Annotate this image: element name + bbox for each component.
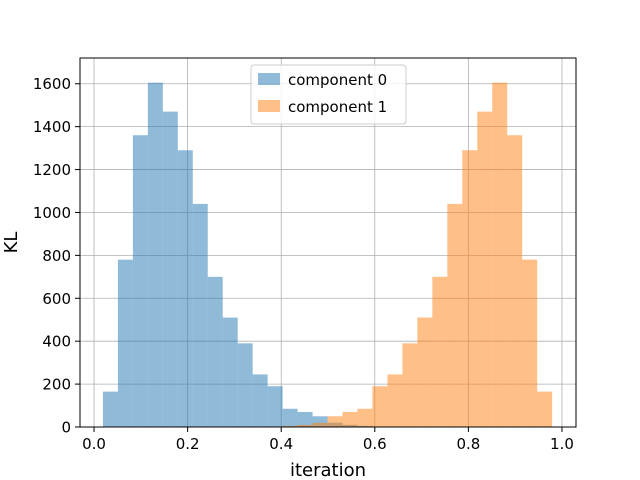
bar-component-0 <box>252 374 268 427</box>
legend-label-component-0: component 0 <box>288 71 387 89</box>
bar-component-1 <box>507 135 523 428</box>
y-tick-label: 0 <box>61 419 71 437</box>
y-tick-label: 800 <box>42 247 71 265</box>
bar-component-0 <box>282 408 298 427</box>
y-axis-ticks: 0 200 400 600 800 1000 1200 1400 1600 <box>33 75 80 437</box>
bars <box>102 82 553 428</box>
bar-component-0 <box>162 111 178 427</box>
legend: component 0 component 1 <box>250 64 407 125</box>
bar-component-1 <box>282 425 298 427</box>
bar-component-0 <box>177 150 193 427</box>
bar-component-0 <box>207 276 223 427</box>
bar-component-1 <box>312 422 328 427</box>
y-tick-label: 600 <box>42 290 71 308</box>
y-tick-label: 400 <box>42 333 71 351</box>
bar-component-1 <box>432 276 448 427</box>
bar-component-1 <box>297 424 313 427</box>
plot-frame <box>79 57 577 428</box>
legend-box <box>250 64 407 125</box>
bar-component-0 <box>147 82 163 427</box>
x-tick-label: 0.8 <box>456 435 480 453</box>
x-tick-label: 0.2 <box>176 435 200 453</box>
bar-component-1 <box>447 203 463 427</box>
bar-component-0 <box>237 343 253 427</box>
x-tick-label: 0.0 <box>82 435 106 453</box>
y-tick-label: 1400 <box>33 118 71 136</box>
bar-component-0 <box>312 416 328 427</box>
bar-component-0 <box>132 135 148 428</box>
legend-label-component-1: component 1 <box>288 98 387 116</box>
y-tick-label: 200 <box>42 376 71 394</box>
bar-component-1 <box>492 82 508 427</box>
bar-component-0 <box>102 391 118 427</box>
bar-component-1 <box>417 317 433 427</box>
y-tick-label: 1600 <box>33 75 71 93</box>
bar-component-0 <box>267 386 283 427</box>
bar-component-0 <box>192 203 208 427</box>
legend-swatch-component-0 <box>258 73 280 85</box>
bar-component-1 <box>462 150 478 427</box>
y-tick-label: 1000 <box>33 204 71 222</box>
x-axis-label: iteration <box>290 460 366 480</box>
x-tick-label: 1.0 <box>550 435 574 453</box>
bar-component-1 <box>372 386 388 427</box>
bar-component-1 <box>387 374 403 427</box>
bar-component-1 <box>342 411 358 427</box>
bar-component-0 <box>117 259 133 427</box>
x-tick-label: 0.6 <box>363 435 387 453</box>
bar-component-0 <box>297 411 313 427</box>
bar-component-0 <box>222 317 238 427</box>
y-tick-label: 1200 <box>33 161 71 179</box>
bar-component-1 <box>477 111 493 427</box>
bar-component-1 <box>402 343 418 427</box>
legend-swatch-component-1 <box>258 100 280 112</box>
bar-component-1 <box>537 391 553 427</box>
bar-component-1 <box>327 416 343 427</box>
y-axis-label: KL <box>1 232 22 254</box>
x-axis-ticks: 0.0 0.2 0.4 0.6 0.8 1.0 <box>82 427 574 453</box>
bar-component-1 <box>522 259 538 427</box>
x-tick-label: 0.4 <box>269 435 293 453</box>
bar-component-1 <box>357 408 373 427</box>
